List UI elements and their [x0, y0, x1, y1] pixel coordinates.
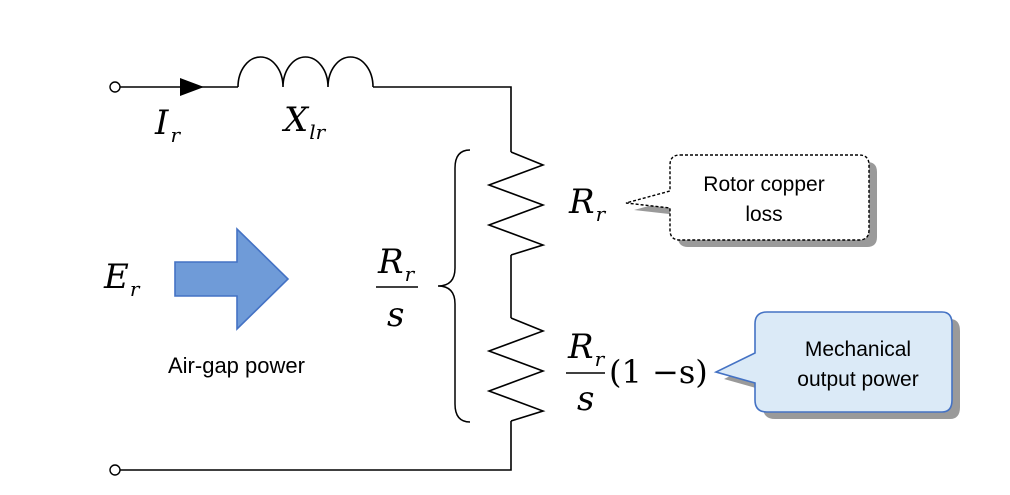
- svg-text:s: s: [577, 379, 594, 419]
- terminal-bottom: [109, 464, 121, 476]
- air-gap-power-arrow-icon: [174, 227, 290, 331]
- total-resistance-fraction: Rr s: [376, 242, 418, 335]
- copper-resistance-label: Rr: [568, 182, 607, 226]
- resistor-copper-loss: [486, 151, 546, 256]
- callout-copper-loss-line1: Rotor copper: [703, 173, 824, 196]
- callout-mechanical-line1: Mechanical: [805, 338, 911, 361]
- mechanical-resistance-expression: Rr s (1 −s): [566, 327, 708, 419]
- resistor-mechanical: [486, 317, 546, 422]
- terminal-top: [109, 81, 121, 93]
- top-wire-right: [373, 86, 512, 152]
- callout-mechanical-line2: output power: [797, 368, 918, 391]
- bottom-wire: [120, 421, 512, 471]
- svg-text:Rr: Rr: [567, 327, 606, 371]
- svg-text:s: s: [387, 295, 404, 335]
- callout-mechanical-body: [713, 311, 953, 413]
- svg-text:(1 −s): (1 −s): [609, 353, 708, 391]
- callout-mechanical-output: Mechanical output power: [713, 311, 960, 419]
- air-gap-power-label: Air-gap power: [168, 353, 305, 378]
- callout-copper-loss-line2: loss: [745, 203, 782, 226]
- current-arrow-icon: [180, 78, 204, 96]
- curly-brace-icon: [437, 149, 471, 423]
- emf-label: Er: [103, 257, 141, 301]
- reactance-label: Xlr: [281, 100, 327, 144]
- callout-copper-loss-body: [625, 154, 870, 241]
- inductor-coils: [237, 56, 374, 88]
- svg-text:Rr: Rr: [377, 242, 416, 286]
- callout-copper-loss: Rotor copper loss: [625, 154, 877, 247]
- circuit-wires: [120, 56, 546, 471]
